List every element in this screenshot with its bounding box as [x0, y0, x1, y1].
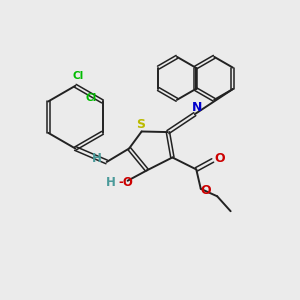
Text: O: O — [214, 152, 225, 165]
Text: N: N — [192, 101, 202, 114]
Text: S: S — [136, 118, 146, 131]
Text: Cl: Cl — [85, 94, 97, 103]
Text: O: O — [201, 184, 212, 197]
Text: -O: -O — [118, 176, 134, 189]
Text: H: H — [92, 152, 102, 166]
Text: Cl: Cl — [72, 71, 83, 81]
Text: H: H — [106, 176, 116, 189]
